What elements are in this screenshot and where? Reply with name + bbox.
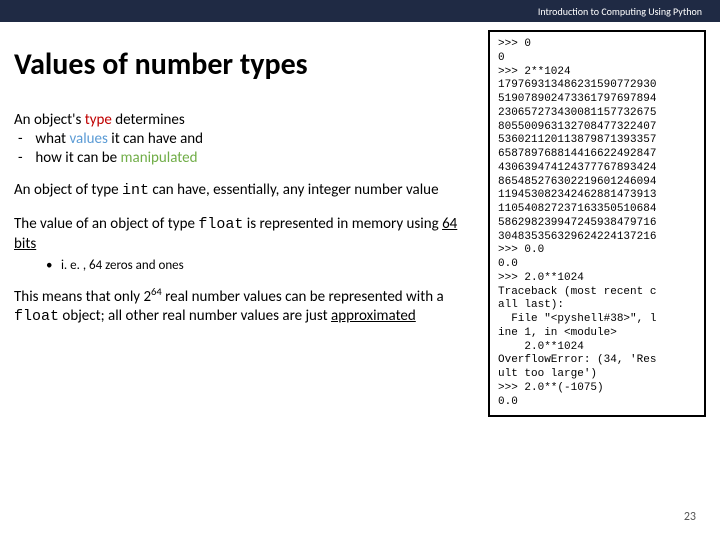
text: how it can be	[35, 149, 120, 167]
float-code: float	[198, 216, 243, 233]
text: An object of type	[14, 181, 122, 199]
para-int: An object of type int can have, essentia…	[14, 181, 472, 201]
slide-content: Values of number types An object's type …	[0, 22, 720, 417]
superscript-64: 64	[151, 285, 162, 298]
text: is represented in memory using	[243, 215, 442, 233]
approximated-underline: approximated	[331, 307, 416, 325]
text: object; all other real number values are…	[59, 307, 331, 325]
left-column: Values of number types An object's type …	[14, 30, 476, 417]
right-column: >>> 0 0 >>> 2**1024 17976931348623159077…	[488, 30, 706, 417]
text: The value of an object of type	[14, 215, 198, 233]
para-float: The value of an object of type float is …	[14, 215, 472, 254]
bullet-item-1: what values it can have and	[14, 130, 472, 149]
int-code: int	[122, 182, 149, 199]
code-text: >>> 0 0 >>> 2**1024 17976931348623159077…	[498, 38, 656, 408]
text: it can have and	[108, 130, 203, 148]
text: An object's	[14, 111, 85, 129]
python-shell-output: >>> 0 0 >>> 2**1024 17976931348623159077…	[488, 30, 706, 417]
text: can have, essentially, any integer numbe…	[149, 181, 439, 199]
bullet-lead: An object's type determines	[14, 111, 472, 130]
text: what	[35, 130, 69, 148]
para-approx: This means that only 264 real number val…	[14, 288, 472, 327]
course-title: Introduction to Computing Using Python	[538, 5, 702, 18]
page-number: 23	[684, 510, 696, 524]
type-word: type	[85, 111, 112, 129]
text: determines	[112, 111, 185, 129]
text: i. e. , 64 zeros and ones	[61, 258, 184, 273]
text: real number values can be represented wi…	[162, 288, 444, 306]
text: This means that only 2	[14, 288, 151, 306]
manipulated-word: manipulated	[121, 149, 198, 167]
slide-title: Values of number types	[14, 48, 472, 81]
bullet-group: An object's type determines what values …	[14, 111, 472, 167]
float-code-2: float	[14, 308, 59, 325]
sub-bullet: i. e. , 64 zeros and ones	[14, 258, 472, 274]
values-word: values	[69, 130, 107, 148]
header-bar: Introduction to Computing Using Python	[0, 0, 720, 22]
bullet-item-2: how it can be manipulated	[14, 149, 472, 168]
